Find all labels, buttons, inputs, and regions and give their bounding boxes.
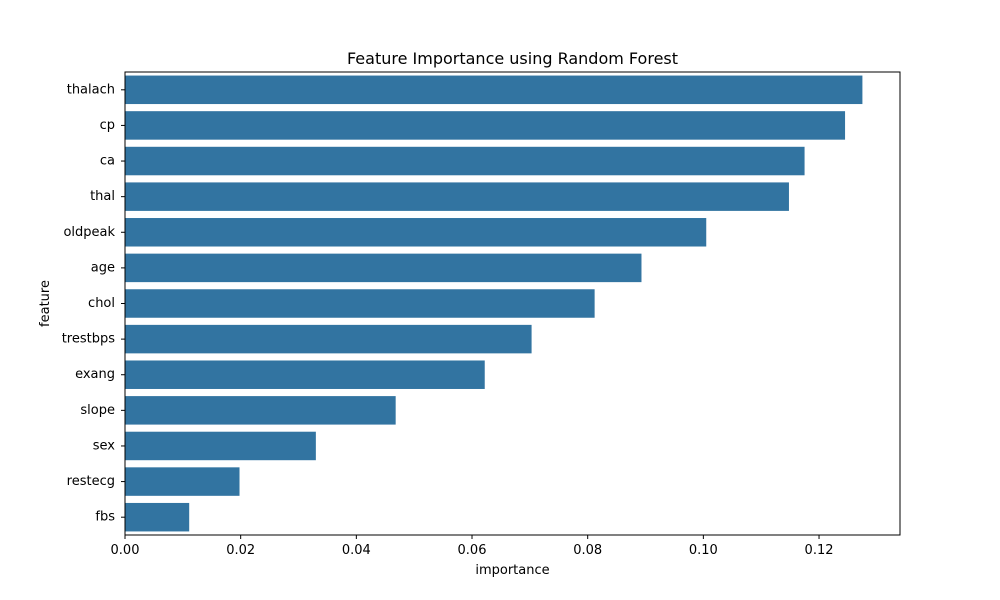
bar-cp <box>125 111 846 140</box>
x-tick-label-3: 0.06 <box>458 543 487 558</box>
bar-thal <box>125 182 789 211</box>
bar-restecg <box>125 467 240 496</box>
x-tick-label-6: 0.12 <box>805 543 834 558</box>
x-tick-label-2: 0.04 <box>342 543 371 558</box>
y-tick-label-fbs: fbs <box>95 510 115 525</box>
y-tick-label-thal: thal <box>90 189 115 204</box>
x-tick-label-5: 0.10 <box>689 543 718 558</box>
y-tick-label-age: age <box>91 260 115 275</box>
bar-thalach <box>125 75 863 105</box>
bar-slope <box>125 396 396 425</box>
x-tick-label-0: 0.00 <box>111 543 140 558</box>
y-tick-label-oldpeak: oldpeak <box>63 225 115 240</box>
y-tick-label-slope: slope <box>80 403 115 418</box>
chart-title: Feature Importance using Random Forest <box>347 49 678 68</box>
y-tick-label-sex: sex <box>93 438 116 453</box>
plot-frame <box>124 71 901 536</box>
y-tick-label-ca: ca <box>100 154 115 169</box>
bar-ca <box>125 146 805 176</box>
bar-trestbps <box>125 324 532 354</box>
x-axis: 0.00 0.02 0.04 0.06 0.08 0.10 0.12 <box>111 535 834 558</box>
bar-exang <box>125 360 485 389</box>
x-tick-label-1: 0.02 <box>226 543 255 558</box>
x-tick-label-4: 0.08 <box>573 543 602 558</box>
y-tick-label-restecg: restecg <box>67 474 115 489</box>
y-tick-label-trestbps: trestbps <box>62 332 116 347</box>
y-axis-label: feature <box>38 280 53 327</box>
bar-fbs <box>125 502 190 532</box>
y-tick-label-exang: exang <box>75 367 115 382</box>
y-tick-label-cp: cp <box>100 118 115 133</box>
bar-chol <box>125 289 595 318</box>
bar-oldpeak <box>125 218 707 247</box>
y-axis: thalach cp ca thal oldpeak age chol trestbps exa… <box>62 82 125 525</box>
x-axis-label: importance <box>475 563 549 578</box>
y-tick-label-chol: chol <box>88 296 115 311</box>
bars-group <box>125 75 863 532</box>
y-tick-label-thalach: thalach <box>67 82 115 97</box>
bar-sex <box>125 431 316 461</box>
bar-age <box>125 253 642 283</box>
